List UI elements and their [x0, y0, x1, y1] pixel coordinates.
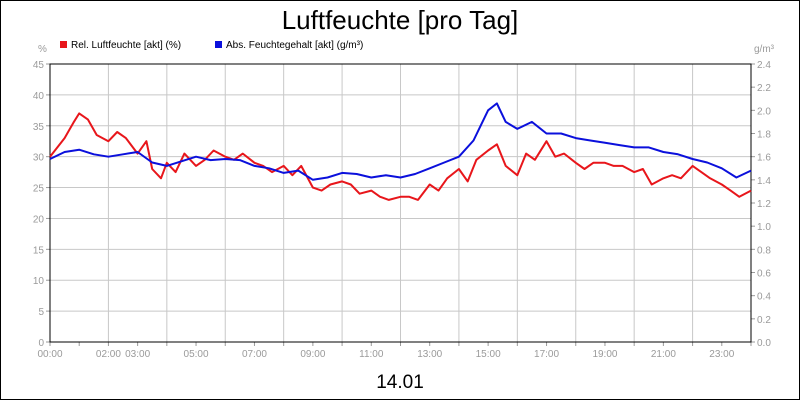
left-tick-label: 0 [38, 338, 44, 349]
x-tick-label: 00:00 [37, 349, 62, 360]
right-tick-label: 0.2 [757, 315, 771, 326]
series-line-abs-humidity [49, 102, 752, 181]
grid [49, 63, 752, 343]
right-tick-label: 0.4 [757, 292, 771, 303]
right-tick-label: 1.4 [757, 176, 771, 187]
date-label: 14.01 [376, 372, 424, 393]
x-tick-label: 07:00 [242, 349, 267, 360]
right-tick-label: 1.2 [757, 199, 771, 210]
left-tick-label: 40 [33, 91, 45, 102]
x-tick-label: 15:00 [476, 349, 501, 360]
x-tick-label: 19:00 [592, 349, 617, 360]
x-tick-label: 02:00 [96, 349, 121, 360]
right-tick-label: 0.0 [757, 338, 771, 349]
right-tick-label: 0.8 [757, 245, 771, 256]
left-axis-unit: % [38, 44, 47, 55]
right-axis-unit: g/m³ [754, 44, 775, 55]
x-tick-label: 09:00 [300, 349, 325, 360]
axes: 0 5 10 15 20 25 30 35 40 45 0.0 0.2 0.4 0.6 0.8 1.0 1.2 1… [33, 60, 771, 360]
x-tick-label: 03:00 [125, 349, 150, 360]
right-tick-label: 1.6 [757, 153, 771, 164]
legend-swatch-rel [60, 41, 67, 48]
left-tick-label: 5 [38, 307, 44, 318]
left-tick-label: 35 [33, 122, 45, 133]
left-tick-label: 10 [33, 276, 45, 287]
legend-swatch-abs [215, 41, 222, 48]
left-tick-label: 20 [33, 214, 45, 225]
right-tick-label: 1.0 [757, 222, 771, 233]
right-tick-label: 2.4 [757, 60, 771, 71]
right-tick-label: 2.2 [757, 83, 771, 94]
x-tick-label: 23:00 [709, 349, 734, 360]
left-tick-label: 25 [33, 184, 45, 195]
x-tick-label: 17:00 [534, 349, 559, 360]
x-tick-label: 21:00 [651, 349, 676, 360]
x-tick-label: 13:00 [417, 349, 442, 360]
right-tick-label: 2.0 [757, 106, 771, 117]
left-tick-label: 15 [33, 245, 45, 256]
right-tick-label: 1.8 [757, 130, 771, 141]
series-lines [49, 102, 752, 201]
plot-area [49, 63, 752, 343]
legend-label-abs: Abs. Feuchtegehalt [akt] (g/m³) [226, 40, 363, 51]
series-line-rel-humidity [49, 112, 752, 201]
left-tick-label: 30 [33, 153, 45, 164]
left-tick-label: 45 [33, 60, 45, 71]
chart-title: Luftfeuchte [pro Tag] [282, 5, 519, 35]
right-tick-label: 0.6 [757, 269, 771, 280]
x-tick-label: 11:00 [359, 349, 384, 360]
x-tick-label: 05:00 [184, 349, 209, 360]
legend-label-rel: Rel. Luftfeuchte [akt] (%) [71, 40, 181, 51]
